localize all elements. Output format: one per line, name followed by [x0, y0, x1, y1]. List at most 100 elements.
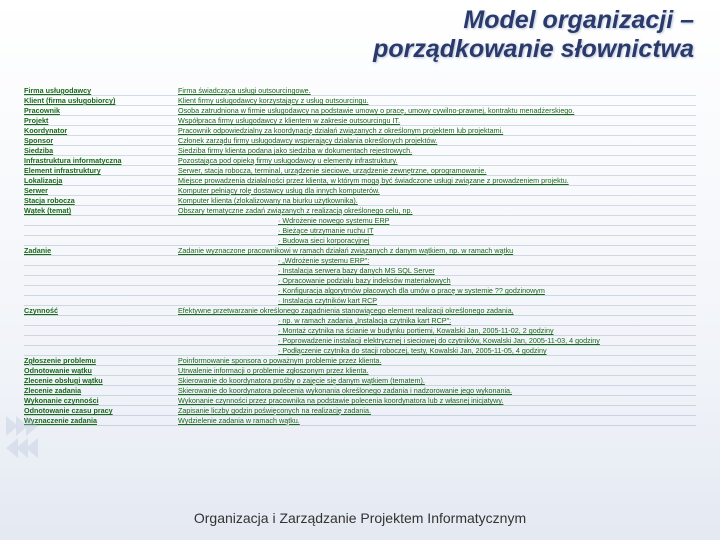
- vocab-row: Zgłoszenie problemuPoinformowanie sponso…: [24, 356, 696, 366]
- vocab-term: Zlecenie obsługi wątku: [24, 376, 178, 386]
- vocab-term: Stacja robocza: [24, 196, 178, 206]
- vocab-term: Zlecenie zadania: [24, 386, 178, 396]
- vocab-definition: · Poprowadzenie instalacji elektrycznej …: [178, 336, 696, 346]
- vocab-term: Odnotowanie czasu pracy: [24, 406, 178, 416]
- vocab-definition: Klient firmy usługodawcy korzystający z …: [178, 96, 696, 106]
- vocab-definition: · „Wdrożenie systemu ERP":: [178, 256, 696, 266]
- vocab-definition: · Wdrożenie nowego systemu ERP: [178, 216, 696, 226]
- vocab-definition: · Podłączenie czytnika do stacji robocze…: [178, 346, 696, 356]
- vocab-row: · Poprowadzenie instalacji elektrycznej …: [24, 336, 696, 346]
- vocab-term: Sponsor: [24, 136, 178, 146]
- vocab-definition: · Opracowanie podziału bazy indeksów mat…: [178, 276, 696, 286]
- vocab-row: · Bieżące utrzymanie ruchu IT: [24, 226, 696, 236]
- vocab-row: Element infrastrukturySerwer, stacja rob…: [24, 166, 696, 176]
- vocab-definition: · np. w ramach zadania „Instalacja czytn…: [178, 316, 696, 326]
- vocab-content: Firma usługodawcyFirma świadcząca usługi…: [24, 86, 696, 492]
- vocab-term: Zgłoszenie problemu: [24, 356, 178, 366]
- vocab-row: Infrastruktura informatycznaPozostająca …: [24, 156, 696, 166]
- vocab-definition: Komputer pełniący rolę dostawcy usług dl…: [178, 186, 696, 196]
- vocab-term: [24, 296, 178, 306]
- vocab-row: Zlecenie zadaniaSkierowanie do koordynat…: [24, 386, 696, 396]
- vocab-definition: Wydzielenie zadania w ramach wątku.: [178, 416, 696, 426]
- vocab-term: [24, 236, 178, 246]
- vocab-row: · „Wdrożenie systemu ERP":: [24, 256, 696, 266]
- vocab-row: Wyznaczenie zadaniaWydzielenie zadania w…: [24, 416, 696, 426]
- vocab-definition: Osoba zatrudniona w firmie usługodawcy n…: [178, 106, 696, 116]
- vocab-definition: Obszary tematyczne zadań związanych z re…: [178, 206, 696, 216]
- vocab-term: Czynność: [24, 306, 178, 316]
- vocab-term: Element infrastruktury: [24, 166, 178, 176]
- vocab-row: · Podłączenie czytnika do stacji robocze…: [24, 346, 696, 356]
- slide-title: Model organizacji – porządkowanie słowni…: [300, 6, 694, 64]
- vocab-definition: Utrwalenie informacji o problemie zgłosz…: [178, 366, 696, 376]
- vocab-definition: · Montaż czytnika na ścianie w budynku p…: [178, 326, 696, 336]
- vocab-term: [24, 266, 178, 276]
- vocab-definition: Zapisanie liczby godzin poświęconych na …: [178, 406, 696, 416]
- vocab-term: Pracownik: [24, 106, 178, 116]
- vocab-term: Wyznaczenie zadania: [24, 416, 178, 426]
- vocab-term: Klient (firma usługobiorcy): [24, 96, 178, 106]
- vocab-row: Wykonanie czynnościWykonanie czynności p…: [24, 396, 696, 406]
- vocab-term: Zadanie: [24, 246, 178, 256]
- vocab-term: Projekt: [24, 116, 178, 126]
- vocab-term: Odnotowanie wątku: [24, 366, 178, 376]
- vocab-definition: Komputer klienta (zlokalizowany na biurk…: [178, 196, 696, 206]
- vocab-term: [24, 216, 178, 226]
- vocab-row: CzynnośćEfektywne przetwarzanie określon…: [24, 306, 696, 316]
- vocab-row: · Opracowanie podziału bazy indeksów mat…: [24, 276, 696, 286]
- vocab-row: · Konfiguracja algorytmów płacowych dla …: [24, 286, 696, 296]
- vocab-definition: · Konfiguracja algorytmów płacowych dla …: [178, 286, 696, 296]
- vocab-row: · Instalacja czytników kart RCP: [24, 296, 696, 306]
- vocab-row: · Budowa sieci korporacyjnej: [24, 236, 696, 246]
- vocab-term: [24, 336, 178, 346]
- vocab-term: [24, 346, 178, 356]
- vocab-term: Koordynator: [24, 126, 178, 136]
- vocab-definition: Pozostająca pod opieką firmy usługodawcy…: [178, 156, 696, 166]
- vocab-row: Odnotowanie czasu pracyZapisanie liczby …: [24, 406, 696, 416]
- vocab-term: [24, 316, 178, 326]
- decorative-chevrons: [6, 416, 36, 460]
- vocab-term: [24, 286, 178, 296]
- vocab-row: KoordynatorPracownik odpowiedzialny za k…: [24, 126, 696, 136]
- vocab-term: [24, 326, 178, 336]
- vocab-row: Wątek (temat)Obszary tematyczne zadań zw…: [24, 206, 696, 216]
- vocab-row: · Instalacja serwera bazy danych MS SQL …: [24, 266, 696, 276]
- vocab-definition: · Instalacja czytników kart RCP: [178, 296, 696, 306]
- vocab-term: Serwer: [24, 186, 178, 196]
- vocab-term: [24, 226, 178, 236]
- vocab-definition: Pracownik odpowiedzialny za koordynację …: [178, 126, 696, 136]
- vocab-row: PracownikOsoba zatrudniona w firmie usłu…: [24, 106, 696, 116]
- vocab-term: Siedziba: [24, 146, 178, 156]
- vocab-term: Wątek (temat): [24, 206, 178, 216]
- vocab-definition: Poinformowanie sponsora o poważnym probl…: [178, 356, 696, 366]
- vocab-row: SiedzibaSiedziba firmy klienta podana ja…: [24, 146, 696, 156]
- vocab-row: LokalizacjaMiejsce prowadzenia działalno…: [24, 176, 696, 186]
- vocab-row: Stacja roboczaKomputer klienta (zlokaliz…: [24, 196, 696, 206]
- vocab-definition: · Budowa sieci korporacyjnej: [178, 236, 696, 246]
- vocab-row: · Wdrożenie nowego systemu ERP: [24, 216, 696, 226]
- vocab-definition: Zadanie wyznaczone pracownikowi w ramach…: [178, 246, 696, 256]
- vocab-definition: Współpraca firmy usługodawcy z klientem …: [178, 116, 696, 126]
- vocab-definition: Skierowanie do koordynatora prośby o zaj…: [178, 376, 696, 386]
- vocab-row: SponsorCzłonek zarządu firmy usługodawcy…: [24, 136, 696, 146]
- vocab-definition: Miejsce prowadzenia działalności przez k…: [178, 176, 696, 186]
- vocab-row: Firma usługodawcyFirma świadcząca usługi…: [24, 86, 696, 96]
- vocab-term: [24, 276, 178, 286]
- vocab-row: ProjektWspółpraca firmy usługodawcy z kl…: [24, 116, 696, 126]
- vocab-row: Odnotowanie wątkuUtrwalenie informacji o…: [24, 366, 696, 376]
- vocab-term: Lokalizacja: [24, 176, 178, 186]
- vocab-definition: Wykonanie czynności przez pracownika na …: [178, 396, 696, 406]
- vocab-definition: Skierowanie do koordynatora polecenia wy…: [178, 386, 696, 396]
- slide-footer: Organizacja i Zarządzanie Projektem Info…: [0, 510, 720, 526]
- vocab-row: · Montaż czytnika na ścianie w budynku p…: [24, 326, 696, 336]
- vocab-row: Zlecenie obsługi wątkuSkierowanie do koo…: [24, 376, 696, 386]
- vocab-definition: Serwer, stacja robocza, terminal, urządz…: [178, 166, 696, 176]
- vocab-row: · np. w ramach zadania „Instalacja czytn…: [24, 316, 696, 326]
- vocab-row: ZadanieZadanie wyznaczone pracownikowi w…: [24, 246, 696, 256]
- vocab-term: Infrastruktura informatyczna: [24, 156, 178, 166]
- vocab-definition: Firma świadcząca usługi outsourcingowe.: [178, 86, 696, 96]
- vocab-definition: · Bieżące utrzymanie ruchu IT: [178, 226, 696, 236]
- vocab-term: Wykonanie czynności: [24, 396, 178, 406]
- vocab-definition: Siedziba firmy klienta podana jako siedz…: [178, 146, 696, 156]
- vocab-table: Firma usługodawcyFirma świadcząca usługi…: [24, 86, 696, 426]
